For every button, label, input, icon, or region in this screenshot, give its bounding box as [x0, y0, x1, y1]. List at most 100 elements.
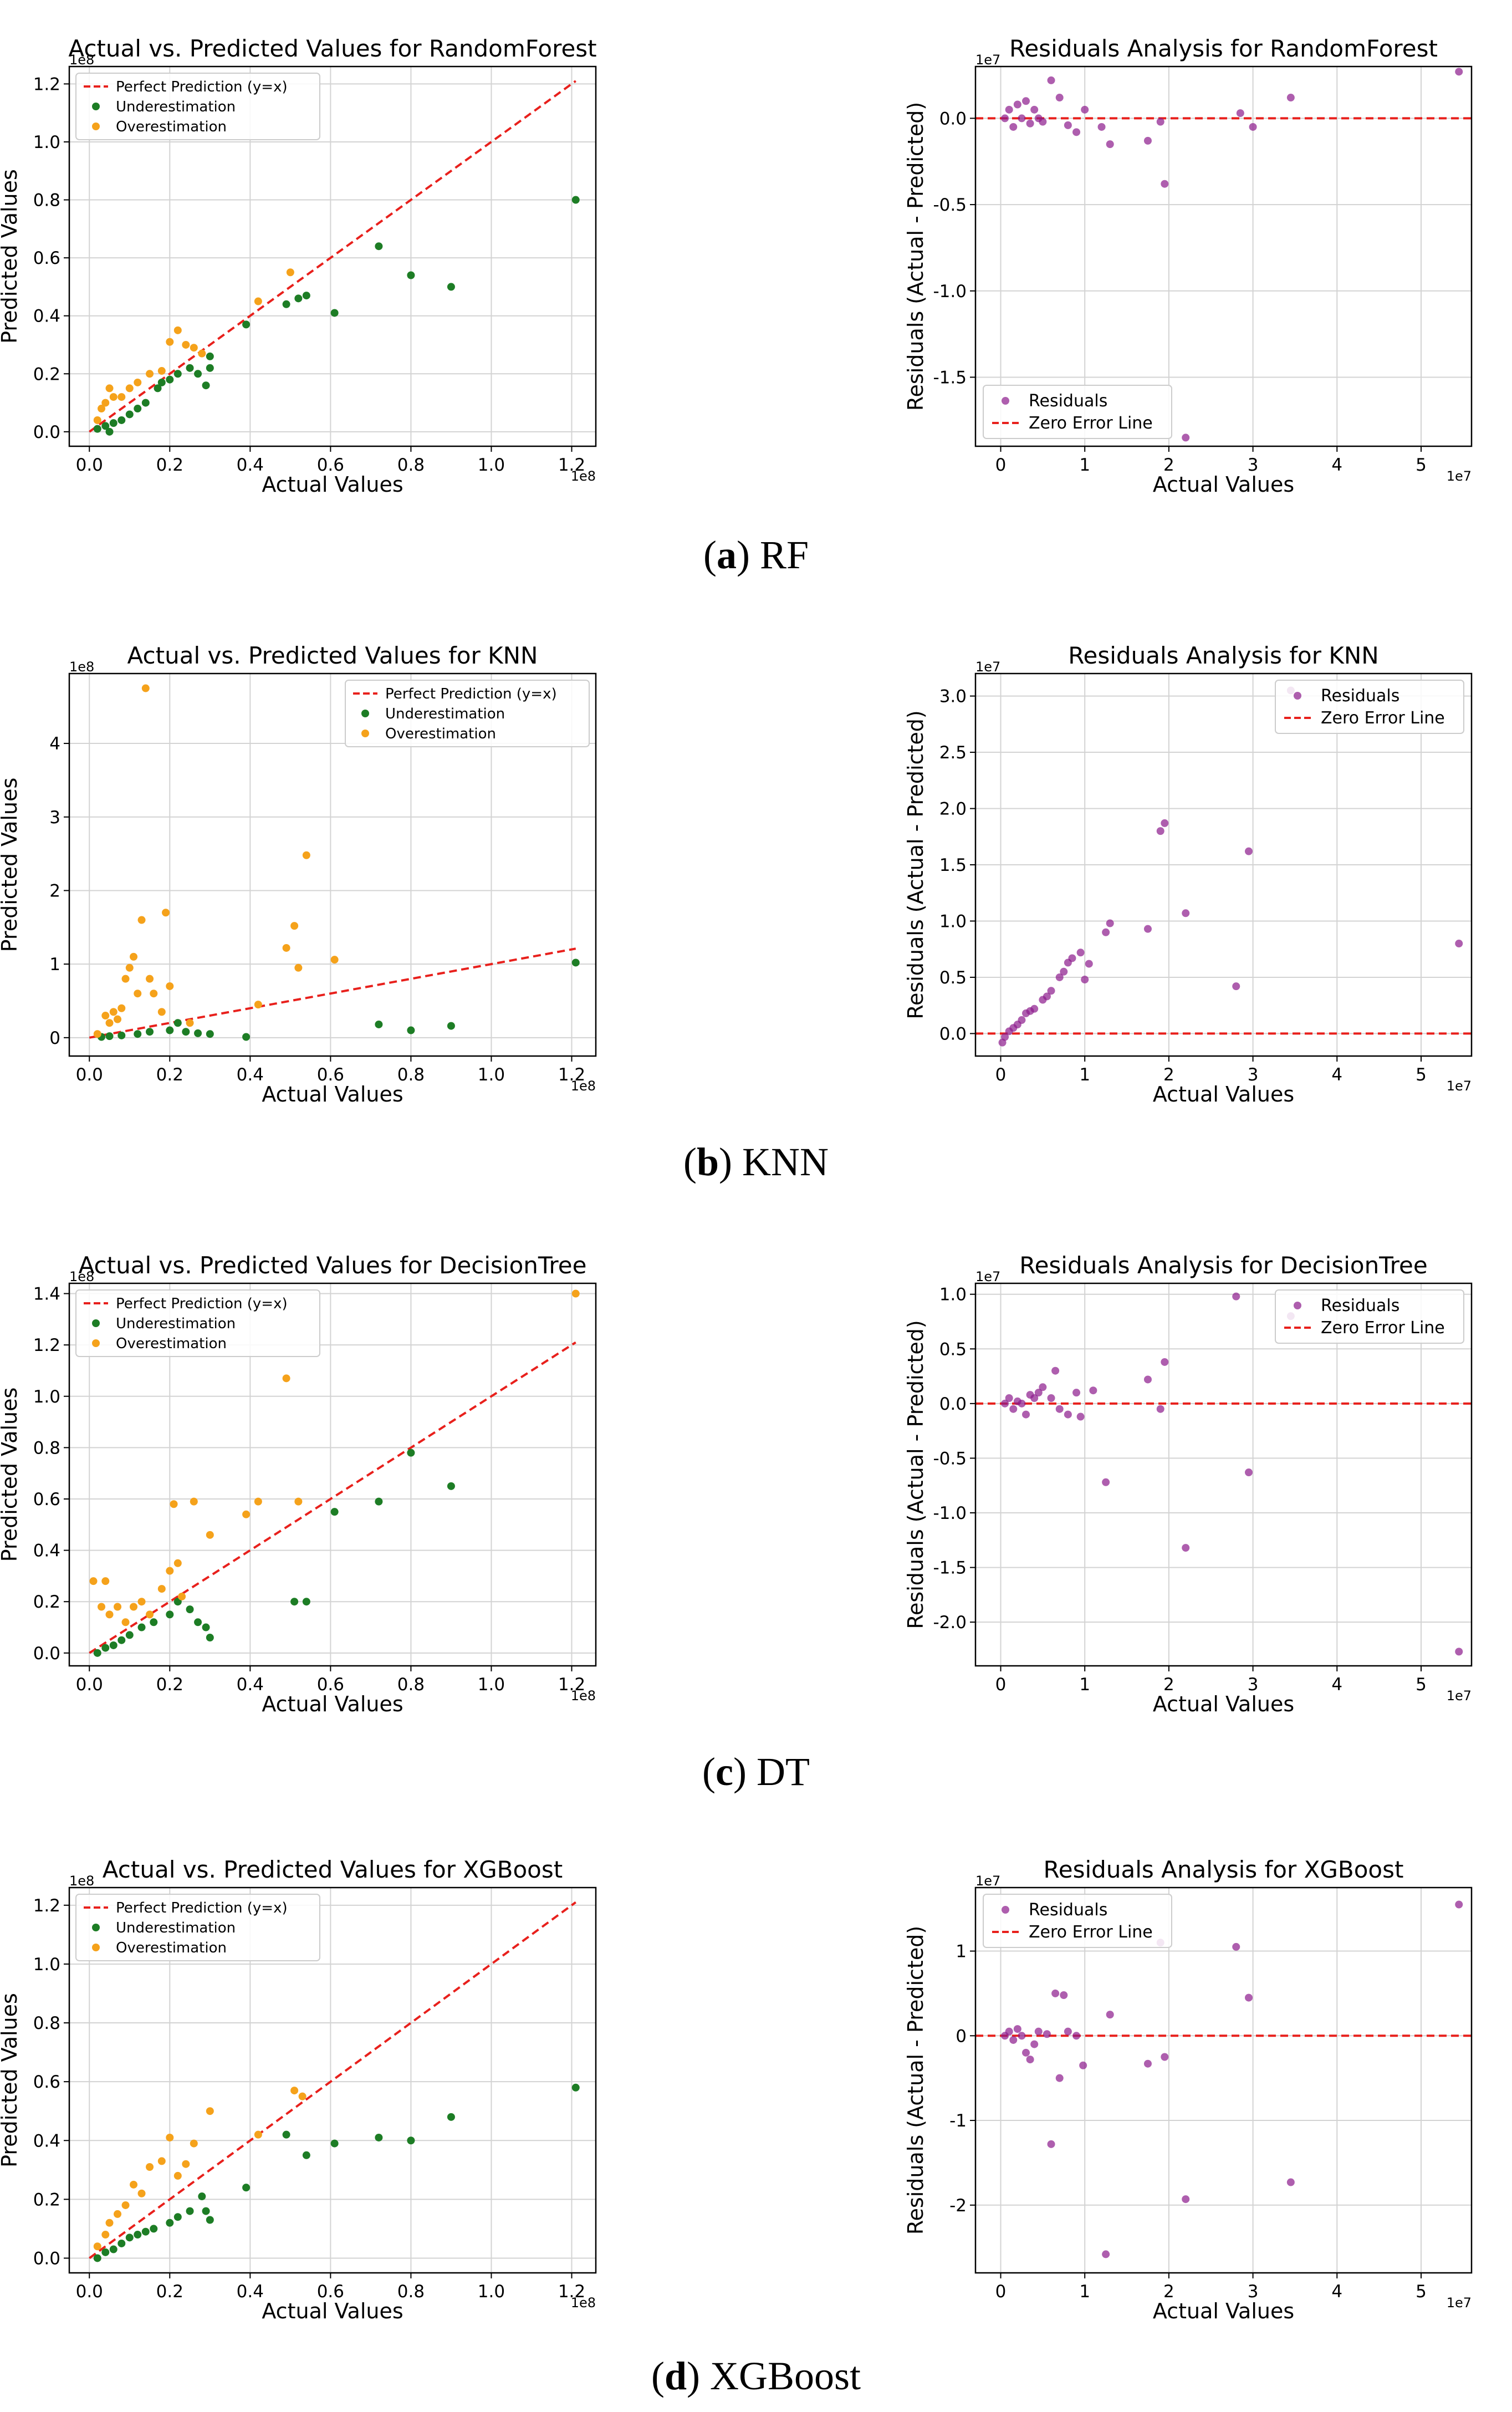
overestimation-point — [130, 1603, 138, 1611]
overestimation-point — [146, 1610, 154, 1619]
y-tick-label: 0.8 — [33, 1438, 60, 1458]
legend-box — [983, 1894, 1172, 1948]
y-tick-label: -0.5 — [933, 1449, 967, 1468]
y-tick-label: 1.5 — [939, 855, 967, 875]
underestimation-point — [194, 1029, 202, 1037]
underestimation-point — [101, 2248, 110, 2256]
y-axis-label: Predicted Values — [0, 1993, 22, 2168]
residual-point — [1022, 97, 1030, 105]
y-axis-label: Residuals (Actual - Predicted) — [903, 102, 928, 411]
residual-point — [1030, 2040, 1039, 2048]
chart-title: Actual vs. Predicted Values for XGBoost — [103, 1856, 563, 1883]
legend-over-label: Overestimation — [385, 726, 496, 742]
residual-point — [1079, 2061, 1087, 2069]
residual-point — [1236, 109, 1244, 118]
x-tick-label: 1.2 — [558, 1065, 585, 1085]
residual-point — [1055, 1405, 1064, 1413]
residual-point — [1072, 128, 1081, 136]
overestimation-point — [162, 909, 170, 917]
legend-line-label: Zero Error Line — [1029, 1923, 1153, 1942]
residual-point — [1106, 2011, 1114, 2019]
underestimation-point — [125, 2233, 134, 2242]
overestimation-point — [166, 982, 174, 990]
overestimation-point — [150, 990, 158, 998]
underestimation-point — [198, 2192, 206, 2201]
y-tick-label: 0.0 — [939, 1394, 967, 1414]
legend-box — [75, 73, 320, 140]
underestimation-point — [407, 2136, 415, 2145]
x-scale-label: 1e8 — [571, 1688, 596, 1704]
x-axis-label: Actual Values — [262, 1082, 403, 1106]
underestimation-point — [206, 352, 214, 360]
x-tick-label: 2 — [1163, 455, 1174, 475]
legend-under-label: Underestimation — [116, 99, 236, 115]
residual-point — [1161, 2053, 1169, 2061]
overestimation-point — [125, 384, 134, 392]
x-axis-label: Actual Values — [1153, 1082, 1294, 1106]
y-tick-label: -0.5 — [933, 195, 967, 215]
y-tick-label: 2.0 — [939, 799, 967, 819]
x-axis-label: Actual Values — [1153, 472, 1294, 497]
overestimation-point — [121, 1618, 130, 1626]
y-tick-label: 1.0 — [33, 1955, 60, 1975]
legend-over-swatch — [92, 1339, 100, 1347]
underestimation-point — [109, 2245, 118, 2253]
underestimation-point — [242, 1033, 251, 1041]
underestimation-point — [302, 2151, 310, 2159]
x-tick-label: 1 — [1079, 2282, 1090, 2302]
residual-point — [1102, 2250, 1110, 2258]
x-tick-label: 0.8 — [397, 455, 425, 475]
y-tick-label: 0.8 — [33, 2013, 60, 2033]
overestimation-point — [101, 1012, 110, 1020]
legend-under-label: Underestimation — [116, 1315, 236, 1332]
residual-point — [1089, 1386, 1097, 1395]
underestimation-point — [571, 196, 580, 204]
overestimation-point — [294, 963, 303, 972]
y-tick-label: 4 — [49, 734, 60, 754]
residual-point — [1143, 136, 1152, 145]
underestimation-point — [150, 1618, 158, 1626]
underestimation-point — [186, 1605, 194, 1614]
underestimation-point — [146, 1028, 154, 1036]
overestimation-point — [105, 1019, 114, 1027]
underestimation-point — [242, 320, 251, 329]
underestimation-point — [118, 416, 126, 424]
legend-over-swatch — [92, 123, 100, 130]
underestimation-point — [109, 1641, 118, 1649]
overestimation-point — [157, 2157, 166, 2165]
y-tick-label: 0.5 — [939, 1339, 967, 1359]
underestimation-point — [290, 1598, 299, 1606]
y-tick-label: -1.5 — [933, 1558, 967, 1578]
overestimation-point — [173, 1559, 182, 1567]
residual-point — [1143, 925, 1152, 933]
underestimation-point — [330, 1508, 339, 1516]
residual-point — [1030, 1004, 1039, 1013]
overestimation-point — [206, 2107, 214, 2115]
overestimation-point — [93, 2242, 101, 2251]
residual-point — [1232, 1292, 1240, 1301]
residual-point — [1064, 1410, 1072, 1419]
overestimation-point — [186, 1019, 194, 1027]
x-tick-label: 0.8 — [397, 2282, 425, 2302]
residual-point — [1161, 819, 1169, 827]
legend-under-swatch — [361, 710, 369, 717]
y-tick-label: 0.6 — [33, 248, 60, 268]
plot-frame — [974, 1886, 1473, 2274]
underestimation-point — [407, 271, 415, 279]
overestimation-point — [254, 1497, 262, 1506]
legend-box — [983, 385, 1172, 439]
underestimation-point — [105, 1032, 114, 1041]
underestimation-point — [141, 2227, 150, 2236]
y-tick-label: -1 — [949, 2111, 967, 2131]
underestimation-point — [93, 425, 101, 433]
x-tick-label: 1 — [1079, 455, 1090, 475]
residual-point — [1161, 1358, 1169, 1366]
y-scale-label: 1e8 — [69, 659, 94, 675]
overestimation-point — [105, 384, 114, 392]
underestimation-point — [571, 958, 580, 967]
overestimation-point — [282, 1374, 290, 1383]
legend-under-swatch — [92, 1924, 100, 1931]
x-tick-label: 0.2 — [156, 1675, 183, 1695]
residual-point — [1060, 1991, 1068, 1999]
underestimation-point — [407, 1449, 415, 1457]
